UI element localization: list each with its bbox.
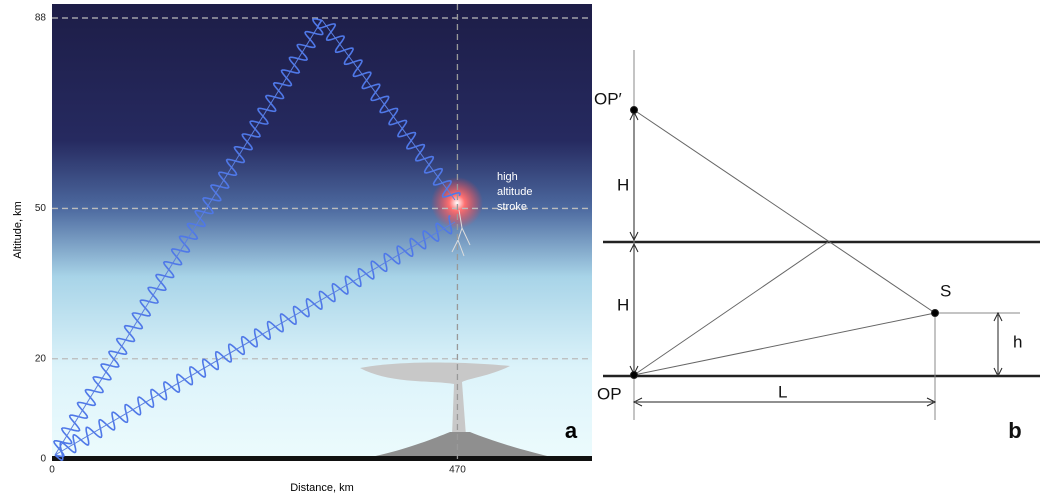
- panel-a: a Distance, km Altitude, km 0 20 50 88 0 470 h…: [12, 4, 592, 494]
- x-tick-label: 470: [449, 465, 466, 476]
- annotation: stroke: [497, 201, 527, 213]
- y-tick-label: 50: [35, 203, 47, 214]
- label: S: [940, 281, 951, 300]
- label: OP′: [594, 89, 622, 108]
- label: h: [1013, 332, 1022, 351]
- ray: [634, 110, 935, 313]
- arrow-h-small: [994, 313, 1002, 376]
- point: [631, 107, 638, 114]
- label: H: [617, 295, 629, 314]
- annotation: high: [497, 171, 518, 183]
- sky: [52, 4, 592, 459]
- y-tick-label: 20: [35, 353, 47, 364]
- x-axis-label: Distance, km: [290, 482, 354, 494]
- y-axis-label: Altitude, km: [12, 201, 24, 258]
- panel-label: b: [1008, 418, 1021, 443]
- figure: a Distance, km Altitude, km 0 20 50 88 0 470 h…: [0, 0, 1045, 497]
- point: [631, 372, 638, 379]
- x-tick-label: 0: [49, 465, 55, 476]
- arrow-h: [630, 112, 638, 240]
- panel-b: [603, 50, 1040, 420]
- label: OP: [597, 384, 622, 403]
- label: H: [617, 175, 629, 194]
- ground: [52, 456, 592, 461]
- annotation: altitude: [497, 186, 532, 198]
- label: L: [778, 382, 787, 401]
- arrow-h: [630, 244, 638, 374]
- y-tick-label: 0: [40, 454, 46, 465]
- panel-label: a: [565, 418, 578, 443]
- point: [932, 310, 939, 317]
- y-tick-label: 88: [35, 13, 47, 24]
